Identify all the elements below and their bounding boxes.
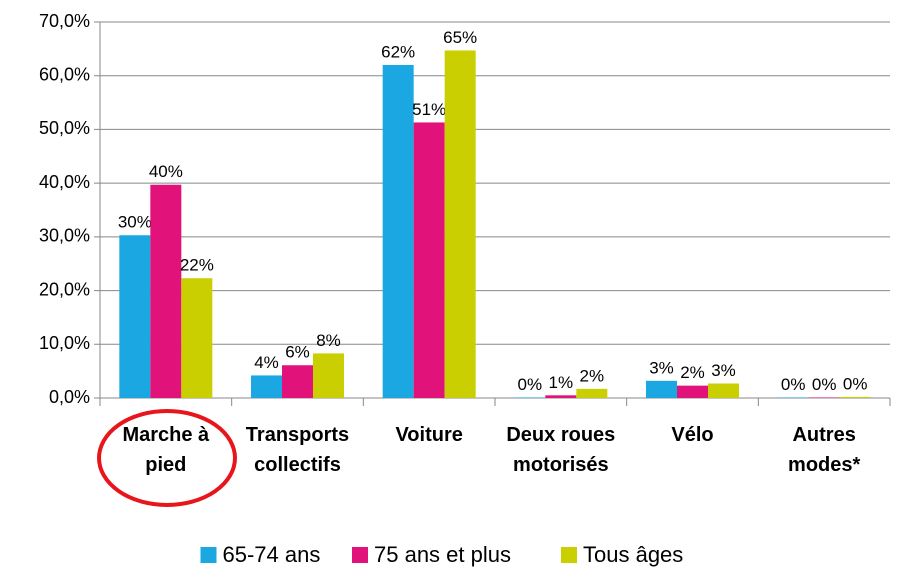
bar [514, 397, 546, 398]
value-label: 4% [254, 353, 279, 372]
y-tick-label: 40,0% [39, 172, 90, 192]
y-tick-label: 10,0% [39, 333, 90, 353]
value-label: 0% [843, 374, 868, 393]
value-label: 3% [711, 361, 736, 380]
y-tick-label: 30,0% [39, 226, 90, 246]
value-label: 65% [443, 28, 477, 47]
bar [313, 353, 344, 398]
value-label: 0% [781, 375, 806, 394]
legend-swatch [561, 547, 577, 563]
value-label: 8% [316, 331, 341, 350]
x-tick-label: Autres modes* [788, 424, 861, 476]
value-label: 2% [580, 366, 605, 385]
bar [646, 380, 677, 398]
bar [181, 278, 213, 398]
bar [677, 385, 708, 398]
bar [150, 184, 182, 398]
highlight-circle [97, 409, 237, 507]
legend-label: Tous âges [583, 542, 683, 567]
legend-label: 65-74 ans [223, 542, 321, 567]
x-tick-label: Vélo [671, 424, 714, 446]
value-label: 2% [680, 363, 705, 382]
value-label: 1% [549, 373, 574, 392]
y-tick-label: 60,0% [39, 64, 90, 84]
x-tick-label: Marche à pied [122, 424, 210, 476]
value-label: 51% [412, 100, 446, 119]
y-tick-label: 20,0% [39, 279, 90, 299]
y-tick-label: 50,0% [39, 118, 90, 138]
bar [777, 397, 809, 398]
legend-swatch [352, 547, 368, 563]
value-label: 3% [649, 358, 674, 377]
value-label: 0% [812, 375, 837, 394]
x-tick-label: Deux roues motorisés [506, 424, 616, 476]
y-tick-label: 0,0% [49, 387, 90, 407]
legend-swatch [200, 547, 217, 563]
bar [119, 235, 151, 398]
bar [282, 365, 313, 398]
bar [444, 50, 476, 399]
value-label: 0% [518, 375, 543, 394]
value-label: 62% [381, 42, 415, 61]
y-tick-label: 70,0% [39, 11, 90, 31]
bar [545, 395, 577, 398]
bar [708, 383, 739, 398]
value-label: 6% [285, 343, 310, 362]
bar [576, 388, 608, 398]
bar [251, 375, 282, 398]
legend-label: 75 ans et plus [374, 542, 511, 567]
x-tick-label: Transports collectifs [245, 424, 350, 476]
bar [808, 397, 840, 398]
value-label: 40% [149, 162, 183, 181]
x-tick-label: Voiture [395, 424, 463, 446]
bar [413, 122, 445, 399]
value-label: 22% [180, 256, 214, 275]
bar [382, 64, 414, 398]
bar [839, 396, 871, 398]
value-label: 30% [118, 213, 152, 232]
